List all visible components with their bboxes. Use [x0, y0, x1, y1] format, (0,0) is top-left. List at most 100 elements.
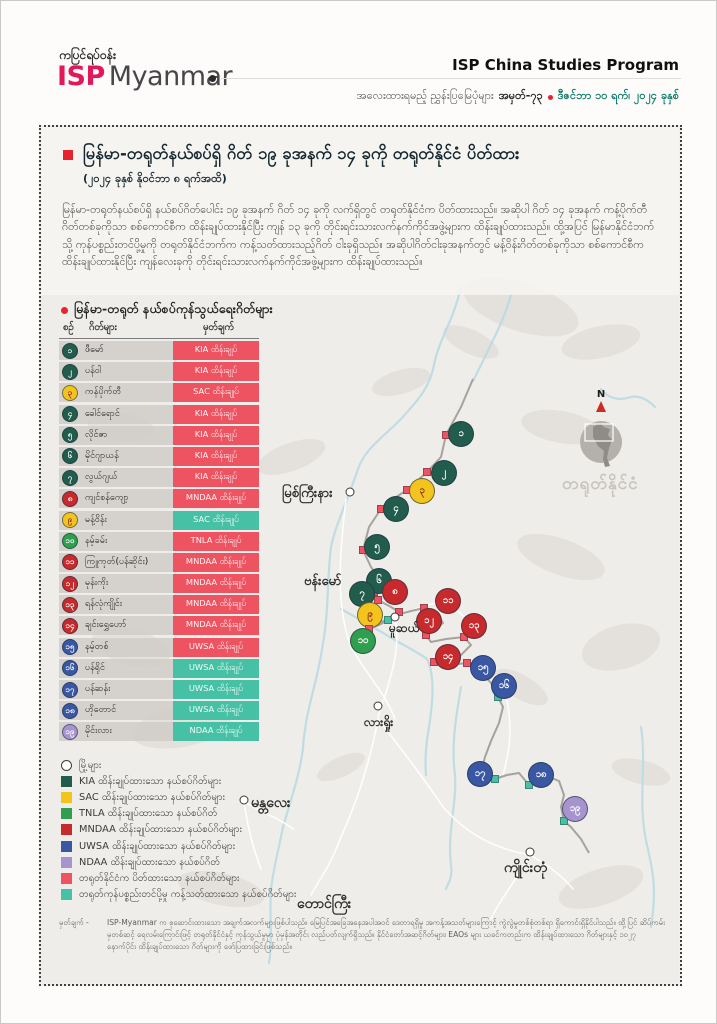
legend-item: မြို့များ — [61, 757, 296, 773]
table-row: ၁၅ နမ့်တစ် UWSA ထိန်းချုပ် — [59, 637, 259, 657]
gate-number-badge: ၆ — [62, 448, 78, 465]
footnote-label: မှတ်ချက် - — [59, 918, 89, 927]
legend-item: KIA ထိန်းချုပ်ထားသော နယ်စပ်ဂိတ်များ — [61, 773, 296, 789]
gate-remark-badge: UWSA ထိန်းချုပ် — [173, 658, 259, 678]
footnote-text: ISP-Myanmar က စုဆောင်းထားသော အချက်အလက်မျ… — [107, 918, 665, 951]
gate-number-badge: ၁၂ — [62, 575, 78, 592]
legend-swatch-icon — [61, 872, 72, 884]
legend-swatch-icon — [61, 840, 72, 852]
gate-number-badge: ၁၆ — [62, 660, 78, 677]
gate-name: ခေါင်ရောင် — [85, 408, 120, 419]
gate-marker: ၁၆ — [491, 673, 517, 699]
table-row: ၆ မိုင်ဂျာယန် KIA ထိန်းချုပ် — [59, 446, 259, 466]
table-row: ၂ ပန်ဝါ KIA ထိန်းချုပ် — [59, 362, 259, 382]
gate-marker-number: ၆ — [376, 575, 382, 586]
gate-name: နမ့်ခမ်း — [85, 535, 108, 546]
gate-status-square-icon — [374, 596, 382, 604]
gate-marker-number: ၁ — [458, 428, 464, 439]
gate-number-badge: ၅ — [62, 427, 78, 444]
gate-marker: ၁၀ — [350, 628, 376, 654]
title-row: မြန်မာ-တရုတ်နယ်စပ်ရှိ ဂိတ် ၁၉ ခုအနက် ၁၄ … — [63, 144, 663, 165]
gate-number-badge: ၁၅ — [62, 639, 78, 656]
gate-name: လိုင်ဇာ — [85, 429, 108, 440]
legend-item: တရုတ်ကုန်ပစ္စည်းတင်ပို့မှု ကန့်သတ်ထားသော… — [61, 887, 296, 903]
legend-item: MNDAA ထိန်းချုပ်ထားသော နယ်စပ်ဂိတ်များ — [61, 822, 296, 838]
legend-label: UWSA ထိန်းချုပ်ထားသော နယ်စပ်ဂိတ်များ — [79, 840, 236, 852]
table-row: ၁ ဖီမော် KIA ထိန်းချုပ် — [59, 341, 259, 360]
gate-number-badge: ၇ — [62, 469, 78, 486]
legend-item: SAC ထိန်းချုပ်ထားသော နယ်စပ်ဂိတ်များ — [61, 789, 296, 805]
myanmar-locator-icon — [580, 421, 622, 467]
city-label: မြစ်ကြီးနား — [282, 486, 333, 501]
gate-name: မုန်းကိုး — [85, 578, 109, 589]
table-row: ၁၂ မုန်းကိုး MNDAA ထိန်းချုပ် — [59, 574, 259, 594]
table-row: ၁၉ မိုင်းလား NDAA ထိန်းချုပ် — [59, 722, 259, 742]
legend-swatch-icon — [61, 791, 72, 803]
gate-name: ကြူကုတ်(ပန်ဆိုင်း) — [85, 556, 149, 567]
gate-number-badge: ၁ — [62, 342, 78, 359]
city-label: မန္တလေး — [251, 795, 291, 811]
gate-marker-number: ၁၁ — [442, 595, 454, 606]
legend-label: KIA ထိန်းချုပ်ထားသော နယ်စပ်ဂိတ်များ — [79, 775, 222, 787]
column-header-no: စဉ် — [63, 322, 74, 333]
intro-paragraph: မြန်မာ-တရုတ်နယ်စပ်ရှိ နယ်စပ်ဂိတ်ပေါင်း ၁… — [62, 203, 655, 268]
gate-marker: ၁ — [448, 421, 474, 447]
table-row: ၄ ခေါင်ရောင် KIA ထိန်းချုပ် — [59, 404, 259, 424]
legend-swatch-icon — [61, 808, 72, 820]
table-row: ၁၃ ရန်လုံကျိုင်း MNDAA ထိန်းချုပ် — [59, 595, 259, 615]
gate-status-square-icon — [423, 468, 431, 476]
gate-marker-number: ၈ — [392, 586, 398, 597]
gate-marker: ၁၈ — [528, 762, 554, 788]
gate-number-badge: ၉ — [62, 512, 78, 528]
gate-marker: ၁၄ — [435, 644, 461, 670]
gate-marker: ၅ — [364, 534, 390, 560]
gate-number-badge: ၁၀ — [62, 533, 78, 550]
gate-marker-number: ၁၈ — [535, 769, 547, 780]
gate-remark-badge: KIA ထိန်းချုပ် — [173, 362, 259, 382]
section-bullet-icon — [61, 307, 68, 314]
city-label: တောင်ကြီး — [297, 896, 352, 912]
gate-name: နမ့်တစ် — [85, 641, 109, 652]
gate-marker-number: ၁၂ — [423, 615, 434, 626]
city-dot-icon — [390, 612, 400, 622]
table-row: ၁၈ ဟိုတောင် UWSA ထိန်းချုပ် — [59, 701, 259, 721]
gate-remark-badge: UWSA ထိန်းချုပ် — [173, 637, 259, 657]
gate-number-badge: ၁၉ — [62, 723, 78, 740]
section-title: မြန်မာ-တရုတ် နယ်စပ်ကုန်သွယ်ရေးဂိတ်များ — [74, 301, 273, 316]
issue-number: အမှတ်-၇၃ — [498, 89, 543, 102]
city-dot-icon — [345, 487, 355, 497]
gate-number-badge: ၁၃ — [62, 596, 78, 613]
gate-remark-badge: KIA ထိန်းချုပ် — [173, 468, 259, 488]
table-row: ၁၇ ပန်ဆန်း UWSA ထိန်းချုပ် — [59, 680, 259, 699]
legend-swatch-icon — [61, 775, 72, 787]
page-title: မြန်မာ-တရုတ်နယ်စပ်ရှိ ဂိတ် ၁၉ ခုအနက် ၁၄ … — [83, 144, 520, 163]
gate-marker: ၁၂ — [416, 608, 442, 634]
table-section-header: မြန်မာ-တရုတ် နယ်စပ်ကုန်သွယ်ရေးဂိတ်များ — [61, 301, 273, 320]
gates-table: ၁ ဖီမော် KIA ထိန်းချုပ် ၂ ပန်ဝါ KIA ထိန်… — [59, 341, 259, 744]
gate-name: မိုင်းလား — [85, 726, 112, 737]
gate-number-badge: ၃ — [62, 384, 78, 401]
legend-item: NDAA ထိန်းချုပ်ထားသော နယ်စပ်ဂိတ် — [61, 854, 296, 870]
city-label: မူဆယ် — [389, 621, 420, 635]
footnote: မှတ်ချက် - ISP-Myanmar က စုဆောင်းထားသော … — [59, 917, 667, 952]
gate-name: ပန်ဆန်း — [85, 684, 111, 694]
legend-label: NDAA ထိန်းချုပ်ထားသော နယ်စပ်ဂိတ် — [79, 856, 220, 868]
gate-marker: ၂ — [431, 460, 457, 486]
legend-label: TNLA ထိန်းချုပ်ထားသော နယ်စပ်ဂိတ် — [79, 808, 218, 820]
legend-item: UWSA ထိန်းချုပ်ထားသော နယ်စပ်ဂိတ်များ — [61, 838, 296, 854]
gate-marker: ၁၇ — [467, 761, 493, 787]
gate-marker-number: ၂ — [441, 467, 447, 478]
table-row: ၃ ကန်ပိုက်တီ SAC ထိန်းချုပ် — [59, 383, 259, 403]
gate-number-badge: ၁၇ — [62, 681, 78, 698]
legend-label: မြို့များ — [79, 759, 102, 771]
table-row: ၇ လွယ်ဂျယ် KIA ထိန်းချုပ် — [59, 468, 259, 488]
title-bullet-icon — [63, 150, 73, 160]
gate-marker-number: ၇ — [359, 588, 365, 599]
table-row: ၁၆ ပန်ရိုင် UWSA ထိန်းချုပ် — [59, 658, 259, 678]
gate-name: မိုင်ဂျာယန် — [85, 450, 119, 461]
gate-name: ပန်ဝါ — [85, 366, 102, 377]
gate-marker-number: ၁၉ — [569, 803, 581, 814]
series-line: အလေးထားရမည့် ညွှန်းပြမြေပုံများ အမှတ်-၇၃… — [357, 89, 679, 105]
gate-marker-number: ၁၆ — [498, 680, 510, 691]
